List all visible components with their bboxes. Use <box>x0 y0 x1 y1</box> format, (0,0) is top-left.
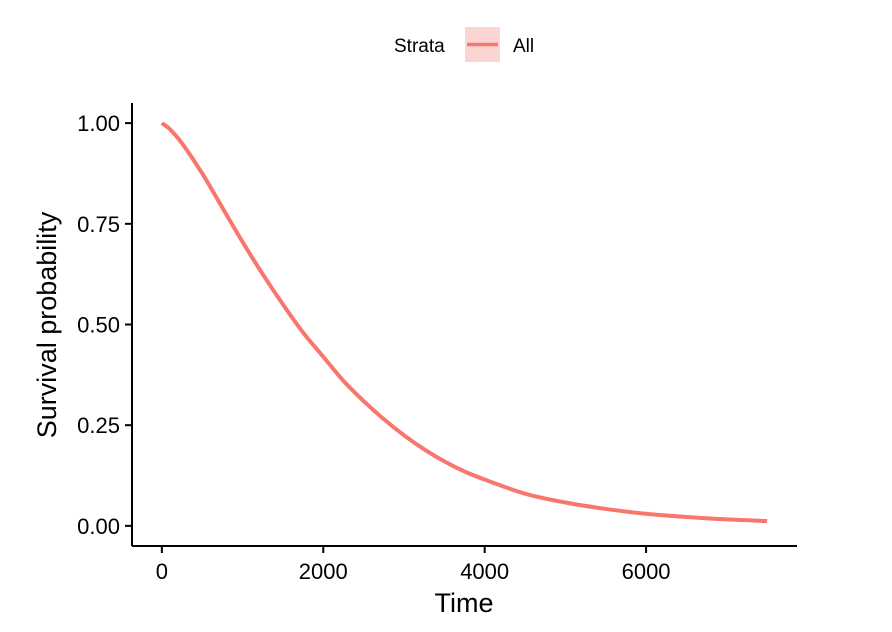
x-tick-label: 2000 <box>299 559 348 584</box>
y-tick-label: 1.00 <box>77 111 120 136</box>
series-layer <box>160 121 768 524</box>
y-tick-label: 0.00 <box>77 514 120 539</box>
y-axis-ticks: 0.00 0.25 0.50 0.75 1.00 <box>77 111 132 539</box>
legend-title: Strata <box>394 36 445 57</box>
series-line-all <box>160 121 768 524</box>
y-tick-label: 0.75 <box>77 212 120 237</box>
y-tick-label: 0.25 <box>77 413 120 438</box>
legend: Strata All <box>394 27 534 62</box>
x-tick-label: 0 <box>156 559 168 584</box>
y-axis-title: Survival probability <box>32 211 62 438</box>
legend-entry-all: All <box>513 36 534 57</box>
x-tick-label: 6000 <box>622 559 671 584</box>
y-tick-label: 0.50 <box>77 313 120 338</box>
x-tick-label: 4000 <box>460 559 509 584</box>
x-axis-ticks: 0 2000 4000 6000 <box>156 546 671 584</box>
x-axis-title: Time <box>435 588 494 618</box>
